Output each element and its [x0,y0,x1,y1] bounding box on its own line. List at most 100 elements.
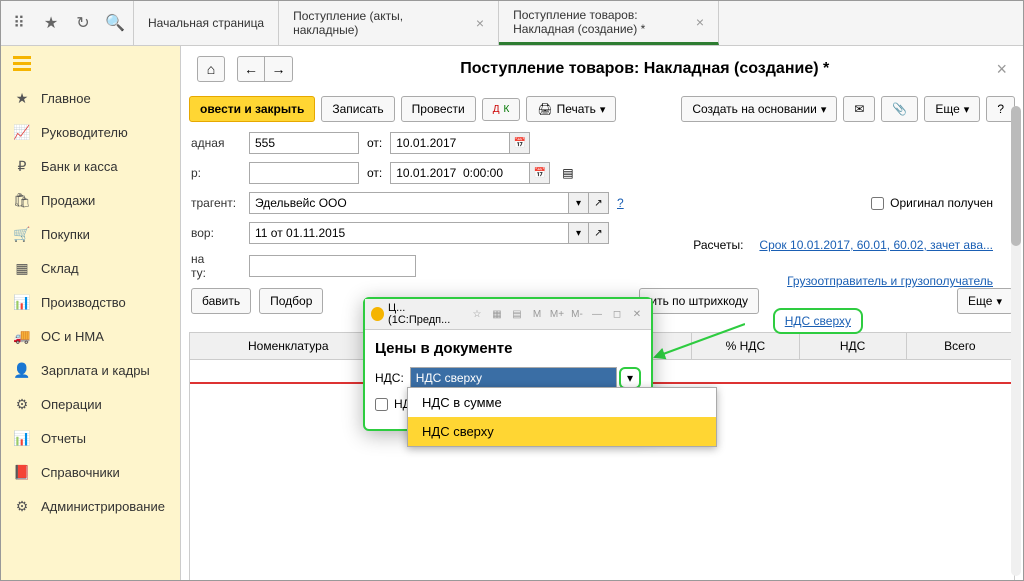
mail-button[interactable]: ✉ [843,96,875,122]
gear-icon: ⚙ [13,497,31,515]
chevron-down-icon[interactable]: ▾ [569,192,589,214]
help-link[interactable]: ? [617,196,624,210]
sidebar-item-purchases[interactable]: 🛒Покупки [1,217,180,251]
calendar-icon[interactable]: 📅 [530,162,550,184]
mminus-icon[interactable]: M- [569,306,585,322]
sidebar-item-sales[interactable]: 🛍Продажи [1,183,180,217]
calc-icon[interactable]: ▤ [509,306,525,322]
checkbox-label: Оригинал получен [890,196,993,210]
table-more-button[interactable]: Еще ▾ [957,288,1013,314]
contract-input[interactable] [249,222,569,244]
datetime-input[interactable] [390,162,530,184]
sidebar-item-reports[interactable]: 📊Отчеты [1,421,180,455]
dd-option-ontop[interactable]: НДС сверху [408,417,716,446]
tab-current[interactable]: Поступление товаров: Накладная (создание… [499,1,719,45]
sidebar-item-assets[interactable]: 🚚ОС и НМА [1,319,180,353]
bag-icon: 🛍 [13,191,31,209]
open-icon[interactable]: ↗ [589,192,609,214]
sidebar-item-salary[interactable]: 👤Зарплата и кадры [1,353,180,387]
more-button[interactable]: Еще ▾ [924,96,980,122]
barcode-button[interactable]: ить по штрихкоду [639,288,759,314]
tab-receipts[interactable]: Поступление (акты, накладные) × [279,1,499,45]
close-icon[interactable]: × [996,59,1007,80]
add-button[interactable]: бавить [191,288,251,314]
sidebar-item-warehouse[interactable]: ▦Склад [1,251,180,285]
save-button[interactable]: Записать [321,96,394,122]
nds-link[interactable]: НДС сверху [785,314,851,328]
ruble-icon: ₽ [13,157,31,175]
home-button[interactable]: ⌂ [197,56,225,82]
fav-icon[interactable]: ☆ [469,306,485,322]
contr-input[interactable] [249,192,569,214]
apps-icon[interactable]: ⠿ [9,13,29,33]
shipper-link[interactable]: Грузоотправитель и грузополучатель [787,274,993,288]
sidebar-item-label: Руководителю [41,125,128,140]
print-button[interactable]: 🖨 Печать ▾ [526,96,616,122]
th-nds-pct: % НДС [692,333,799,359]
tab-label: Начальная страница [148,16,264,30]
sidebar-item-admin[interactable]: ⚙Администрирование [1,489,180,523]
contr-group: ▾ ↗ [249,192,609,214]
datetime-group: 📅 [390,162,550,184]
num-label: р: [191,166,241,180]
doc-num-row: адная от: 📅 Оригинал получен [191,132,1013,154]
sidebar-item-main[interactable]: ★Главное [1,81,180,115]
back-button[interactable]: ← [237,56,265,82]
open-icon[interactable]: ↗ [589,222,609,244]
search-icon[interactable]: 🔍 [105,13,125,33]
m-icon[interactable]: M [529,306,545,322]
tab-home[interactable]: Начальная страница [134,1,279,45]
acct-input[interactable] [249,255,416,277]
hamburger-icon[interactable] [1,46,180,81]
history-icon[interactable]: ↻ [73,13,93,33]
dialog-heading: Цены в документе [375,340,641,357]
num-input[interactable] [249,162,359,184]
th-nds: НДС [800,333,907,359]
content-header: ⌂ ← → Поступление товаров: Накладная (со… [181,46,1023,92]
star-icon[interactable]: ★ [41,13,61,33]
bars-icon: 📊 [13,293,31,311]
scroll-thumb[interactable] [1011,106,1021,246]
original-checkbox[interactable]: Оригинал получен [871,196,993,210]
attach-button[interactable]: 📎 [881,96,918,122]
nds-input[interactable] [410,367,617,389]
select-button[interactable]: Подбор [259,288,323,314]
create-based-button[interactable]: Создать на основании ▾ [681,96,837,122]
cal-icon[interactable]: ▦ [489,306,505,322]
scrollbar[interactable] [1011,106,1021,576]
post-close-button[interactable]: овести и закрыть [189,96,315,122]
dd-option-insum[interactable]: НДС в сумме [408,388,716,417]
person-icon: 👤 [13,361,31,379]
close-icon[interactable]: × [476,15,484,31]
tab-bar: Начальная страница Поступление (акты, на… [134,1,1023,45]
star-icon: ★ [13,89,31,107]
sidebar-item-label: Производство [41,295,126,310]
chevron-down-icon[interactable]: ▾ [569,222,589,244]
sidebar-item-bank[interactable]: ₽Банк и касса [1,149,180,183]
close-icon[interactable]: × [696,14,704,30]
dropdown-button[interactable]: ▾ [619,367,641,389]
sidebar-item-operations[interactable]: ⚙Операции [1,387,180,421]
sidebar-item-manager[interactable]: 📈Руководителю [1,115,180,149]
min-icon[interactable]: — [589,306,605,322]
doc-num-input[interactable] [249,132,359,154]
close-icon[interactable]: ✕ [629,306,645,322]
dk-button[interactable]: ДК [482,98,521,121]
calendar-icon[interactable]: 📅 [510,132,530,154]
contr-label: трагент: [191,196,241,210]
sidebar-item-catalogs[interactable]: 📕Справочники [1,455,180,489]
sidebar-item-label: Отчеты [41,431,86,446]
forward-button[interactable]: → [265,56,293,82]
post-button[interactable]: Провести [401,96,476,122]
dialog-title: Ц... (1С:Предп... [388,302,465,326]
mplus-icon[interactable]: M+ [549,306,565,322]
truck-icon: 🚚 [13,327,31,345]
checkbox-input[interactable] [871,197,884,210]
calc-link[interactable]: Срок 10.01.2017, 60.01, 60.02, зачет ава… [759,238,993,252]
sidebar-item-production[interactable]: 📊 Производство [1,285,180,319]
incl-checkbox[interactable] [375,398,388,411]
dialog-titlebar[interactable]: Ц... (1С:Предп... ☆ ▦ ▤ M M+ M- — ◻ ✕ [365,299,651,330]
date-input[interactable] [390,132,510,154]
doc-icon[interactable]: ▤ [562,166,573,180]
max-icon[interactable]: ◻ [609,306,625,322]
